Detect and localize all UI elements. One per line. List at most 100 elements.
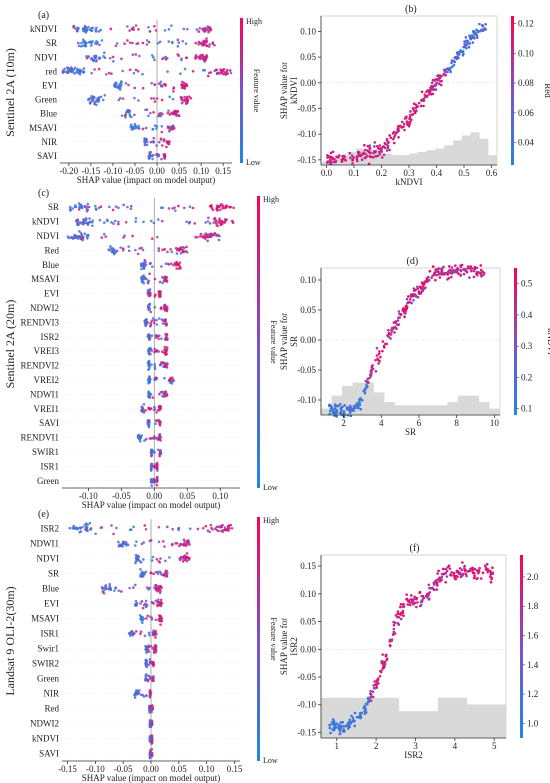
shap-point	[152, 651, 156, 654]
shap-point	[157, 525, 161, 529]
shap-point	[148, 30, 152, 33]
shap-point	[146, 646, 149, 650]
shap-point	[138, 614, 142, 617]
x-tick-label: 0.5	[458, 168, 470, 178]
shap-point	[149, 691, 152, 695]
shap-point	[206, 74, 210, 78]
shap-point	[149, 451, 153, 455]
shap-point	[228, 205, 231, 209]
shap-point	[158, 406, 162, 410]
shap-point	[155, 235, 159, 239]
shap-point	[76, 29, 79, 33]
dependence-point	[479, 577, 483, 580]
dependence-point	[470, 269, 473, 273]
feature-label: NIR	[44, 689, 60, 699]
dependence-point	[427, 93, 431, 96]
dependence-point	[394, 131, 398, 135]
dependence-point	[343, 404, 346, 407]
shap-point	[111, 208, 115, 212]
shap-point	[177, 263, 181, 267]
shap-point	[151, 265, 154, 269]
shap-point	[103, 56, 107, 60]
shap-point	[154, 336, 158, 339]
dependence-point	[452, 573, 456, 577]
shap-point	[131, 53, 135, 56]
colorbar	[240, 18, 243, 163]
feature-label: Green	[37, 476, 59, 486]
shap-point	[172, 90, 175, 93]
dependence-point	[491, 566, 494, 570]
dependence-point	[405, 598, 408, 601]
shap-point	[145, 39, 149, 42]
shap-point	[161, 206, 164, 209]
shap-point	[122, 203, 126, 207]
shap-point	[157, 350, 161, 353]
dependence-point	[416, 285, 419, 289]
shap-point	[110, 72, 113, 75]
shap-point	[155, 483, 159, 487]
shap-point	[140, 570, 144, 574]
shap-point	[208, 45, 211, 48]
shap-point	[153, 100, 157, 103]
shap-point	[112, 222, 115, 225]
shap-point	[159, 598, 163, 602]
shap-point	[142, 263, 145, 267]
dependence-point	[425, 95, 429, 98]
shap-point	[94, 532, 97, 536]
shap-point	[114, 205, 118, 208]
shap-point	[150, 618, 154, 621]
shap-point	[126, 205, 129, 209]
dependence-point	[389, 644, 392, 648]
dependence-point	[462, 566, 466, 570]
dependence-point	[350, 720, 353, 724]
shap-point	[145, 662, 148, 666]
shap-point	[155, 144, 158, 147]
feature-label: ISR1	[40, 629, 59, 639]
dependence-point	[459, 49, 462, 52]
dependence-point	[456, 575, 459, 579]
shap-point	[156, 408, 160, 412]
histogram-bar	[409, 153, 418, 165]
shap-point	[127, 83, 130, 87]
shap-point	[90, 98, 94, 101]
shap-point	[79, 236, 82, 239]
shap-point	[176, 45, 180, 48]
shap-point	[142, 274, 145, 277]
dependence-point	[355, 157, 359, 161]
dependence-point	[440, 79, 443, 83]
shap-point	[136, 252, 140, 256]
shap-point	[128, 29, 131, 32]
shap-point	[130, 204, 133, 208]
shap-point	[94, 59, 98, 63]
y-tick-label: 0.05	[300, 52, 316, 62]
shap-point	[169, 262, 173, 265]
shap-point	[120, 544, 123, 548]
shap-point	[179, 96, 183, 99]
shap-point	[91, 224, 94, 228]
dependence-point	[447, 564, 451, 568]
shap-point	[153, 405, 156, 409]
y-axis-label: SHAP value forSR	[279, 313, 299, 370]
shap-point	[114, 586, 118, 590]
histogram-bar	[468, 395, 480, 415]
x-tick-label: 6	[417, 418, 422, 428]
shap-point	[165, 145, 168, 149]
shap-point	[134, 248, 137, 252]
dependence-point	[364, 152, 367, 156]
shap-point	[66, 68, 70, 72]
shap-point	[183, 246, 186, 250]
dependence-point	[380, 156, 384, 159]
shap-point	[177, 249, 181, 252]
dependence-point	[359, 407, 363, 411]
shap-point	[160, 144, 164, 147]
shap-point	[216, 233, 220, 237]
shap-point	[137, 99, 140, 102]
shap-point	[183, 67, 187, 71]
shap-point	[150, 484, 154, 487]
x-tick-label: 0.0	[321, 168, 333, 178]
shap-point	[218, 219, 222, 222]
shap-point	[159, 114, 162, 118]
shap-point	[90, 44, 93, 47]
shap-point	[159, 449, 162, 453]
shap-point	[95, 40, 98, 43]
